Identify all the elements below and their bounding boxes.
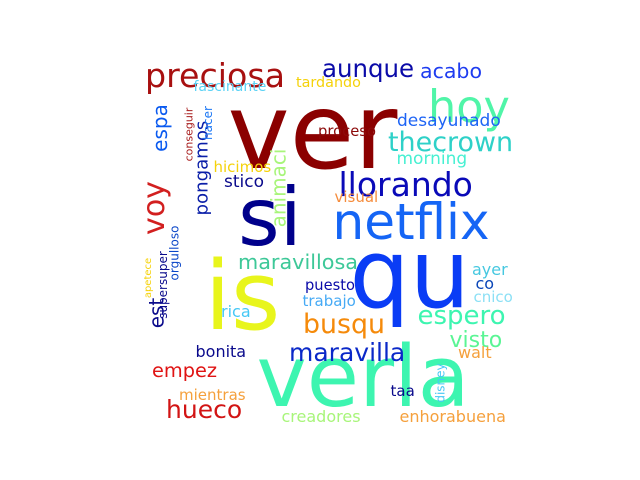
word-ayer: ayer bbox=[472, 260, 508, 279]
word-busqu: busqu bbox=[303, 308, 385, 340]
word-maravillosa: maravillosa bbox=[238, 249, 358, 274]
word-creadores: creadores bbox=[281, 407, 361, 426]
word-tardando: tardando bbox=[296, 74, 361, 91]
word-walt: walt bbox=[458, 343, 492, 362]
word-thecrown: thecrown bbox=[388, 126, 514, 158]
word-netflix: netflix bbox=[332, 193, 490, 251]
word-acabo: acabo bbox=[420, 58, 482, 83]
word-ver: ver bbox=[227, 71, 398, 193]
word-qu: qu bbox=[349, 220, 471, 330]
word-visual: visual bbox=[334, 188, 379, 206]
word-disney: disney bbox=[433, 362, 448, 403]
word-co: co bbox=[475, 274, 495, 293]
word-voy: voy bbox=[136, 180, 172, 235]
word-aunque: aunque bbox=[322, 54, 415, 83]
word-trabajo: trabajo bbox=[302, 292, 356, 310]
word-hicimos: hicimos bbox=[213, 158, 272, 176]
word-mientras: mientras bbox=[179, 386, 246, 404]
word-hacer: hacer bbox=[200, 105, 215, 140]
word-rica: rica bbox=[221, 302, 251, 321]
word-supersuper: supersuper bbox=[155, 251, 170, 319]
word-maravilla: maravilla bbox=[289, 338, 406, 367]
word-hueco: hueco bbox=[166, 395, 243, 424]
word-bonita: bonita bbox=[195, 342, 247, 361]
word-taa: taa bbox=[390, 382, 415, 400]
word-espero: espero bbox=[417, 301, 506, 331]
word-apetece: apetece bbox=[143, 257, 155, 298]
word-fascinante: fascinante bbox=[193, 79, 267, 95]
word-is: is bbox=[204, 242, 281, 352]
word-llorando: llorando bbox=[338, 165, 473, 204]
word-visto: visto bbox=[449, 328, 503, 353]
word-proceso: proceso bbox=[318, 123, 377, 140]
word-conseguir: conseguir bbox=[181, 107, 195, 161]
word-enhorabuena: enhorabuena bbox=[399, 407, 506, 426]
word-espa: espa bbox=[147, 103, 172, 152]
word-morning: morning bbox=[396, 149, 468, 169]
word-stico: stico bbox=[224, 172, 264, 192]
word-empez: empez bbox=[152, 359, 218, 382]
word-puesto: puesto bbox=[305, 277, 355, 294]
word-preciosa: preciosa bbox=[145, 56, 286, 95]
word-desayunado: desayunado bbox=[397, 111, 501, 131]
word-verla: verla bbox=[256, 328, 470, 427]
word-si: si bbox=[238, 171, 302, 264]
word-cnico: cnico bbox=[473, 288, 513, 306]
word-hoy: hoy bbox=[428, 81, 510, 133]
